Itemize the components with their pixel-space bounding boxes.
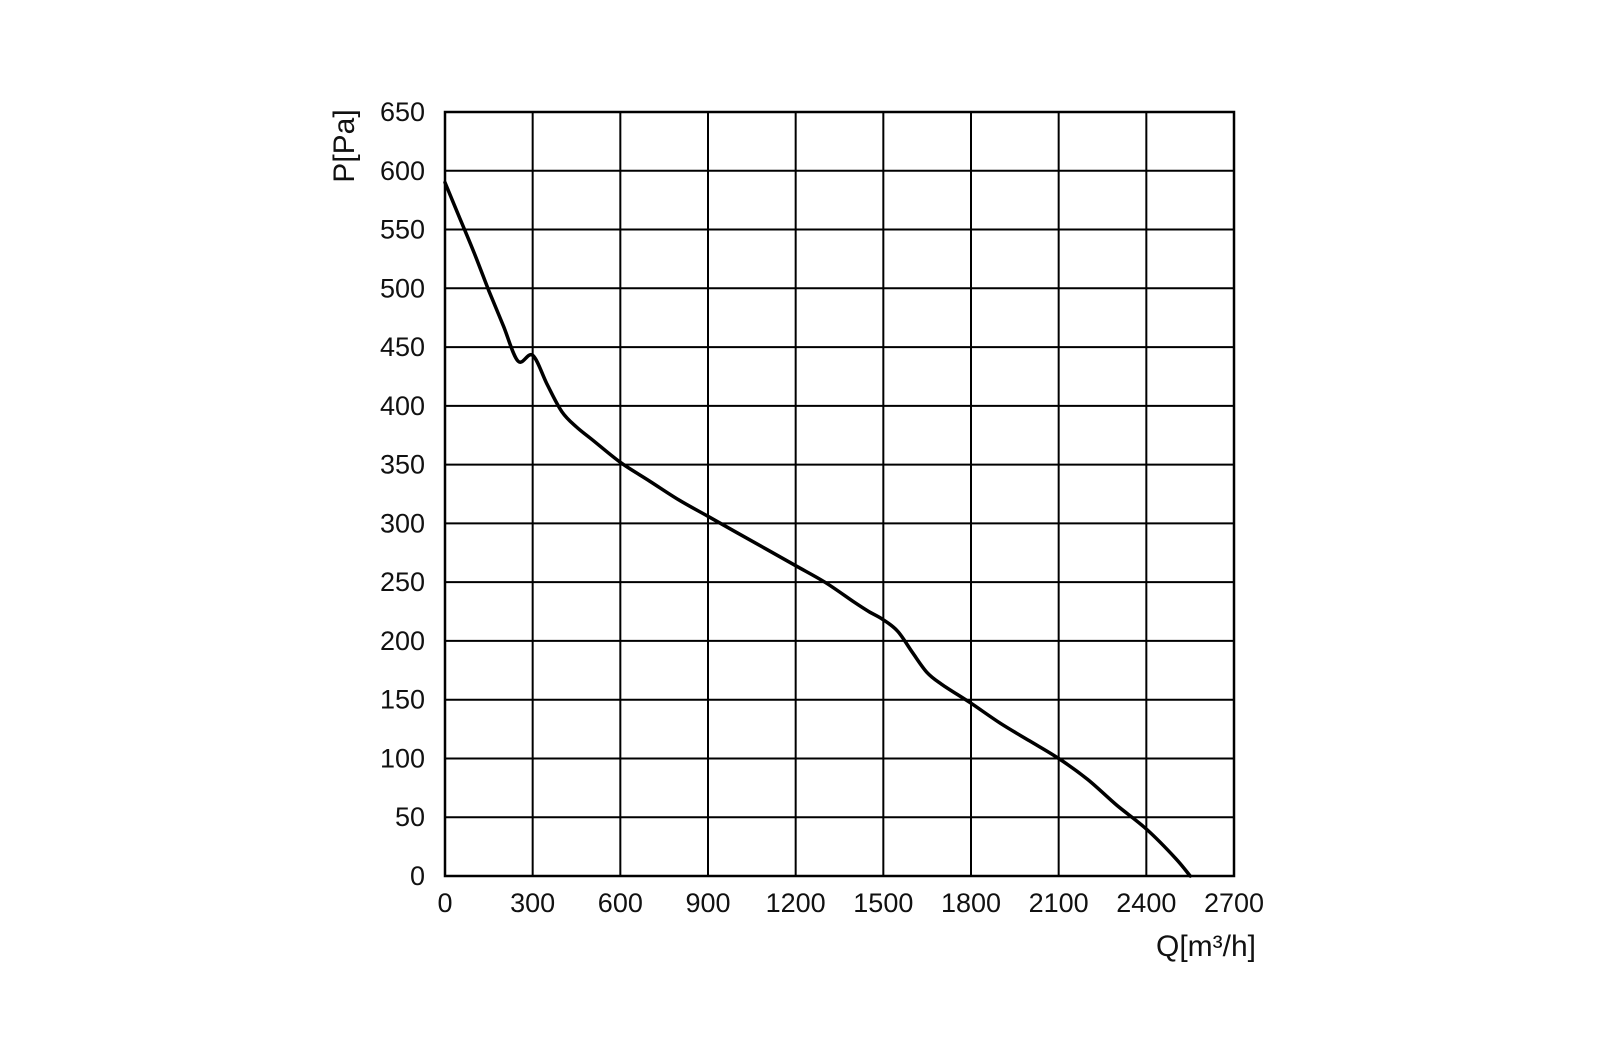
y-tick-label: 100	[380, 743, 425, 773]
y-axis-title: P[Pa]	[328, 109, 361, 182]
x-tick-label: 1500	[853, 888, 913, 918]
x-tick-label: 1200	[766, 888, 826, 918]
x-tick-label: 1800	[941, 888, 1001, 918]
y-tick-label: 600	[380, 156, 425, 186]
x-tick-labels: 0 300 600 900 1200 1500 1800 2100 2400 2700	[437, 888, 1264, 918]
y-tick-label: 300	[380, 508, 425, 538]
x-tick-label: 2400	[1116, 888, 1176, 918]
y-tick-label: 650	[380, 97, 425, 127]
y-tick-label: 500	[380, 273, 425, 303]
plot-frame	[443, 110, 1236, 878]
y-tick-label: 550	[380, 215, 425, 245]
x-tick-label: 2100	[1029, 888, 1089, 918]
y-tick-label: 200	[380, 626, 425, 656]
y-tick-label: 0	[410, 861, 425, 891]
y-tick-label: 350	[380, 450, 425, 480]
plot-border	[443, 110, 1236, 878]
x-tick-label: 300	[510, 888, 555, 918]
y-tick-labels: 0 50 100 150 200 250 300 350 400 450 500 550 600 650	[380, 97, 425, 891]
y-tick-label: 400	[380, 391, 425, 421]
y-tick-label: 150	[380, 685, 425, 715]
y-tick-label: 450	[380, 332, 425, 362]
x-axis-title: Q[m³/h]	[1156, 930, 1256, 963]
x-tick-label: 2700	[1204, 888, 1264, 918]
x-tick-label: 0	[437, 888, 452, 918]
series-line	[443, 180, 1192, 878]
y-tick-label: 250	[380, 567, 425, 597]
x-tick-label: 900	[685, 888, 730, 918]
y-tick-label: 50	[395, 802, 425, 832]
grid	[445, 112, 1234, 876]
series-layer	[443, 180, 1192, 878]
x-tick-label: 600	[598, 888, 643, 918]
